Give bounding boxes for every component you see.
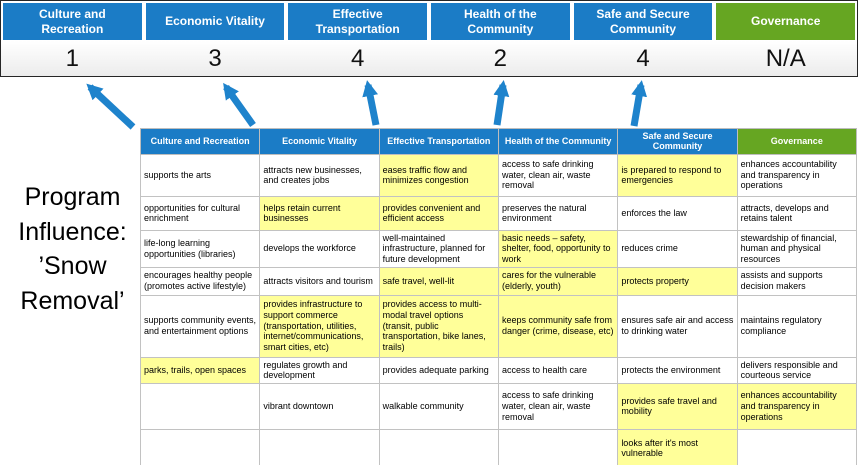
banner-column: Economic Vitality 3 — [143, 1, 287, 76]
highlighted-cell: enhances accountability and transparency… — [736, 382, 858, 430]
banner-header-label: Economic Vitality — [145, 3, 285, 40]
banner-score-value: 2 — [429, 41, 572, 76]
banner-score-value: 4 — [286, 41, 430, 76]
table-cell: delivers responsible and courteous servi… — [736, 356, 858, 384]
highlighted-cell: provides infrastructure to support comme… — [259, 294, 380, 358]
table-cell: ensures safe air and access to drinking … — [617, 294, 738, 358]
table-header-cell: Effective Transportation — [378, 128, 499, 155]
highlighted-cell: cares for the vulnerable (elderly, youth… — [497, 266, 619, 296]
table-row: vibrant downtown walkable community access… — [139, 382, 858, 430]
table-header-cell: Health of the Community — [497, 128, 619, 155]
table-cell: develops the workforce — [259, 229, 380, 268]
table-header-cell: Safe and Secure Community — [617, 128, 738, 155]
table-cell: reduces crime — [617, 229, 738, 268]
table-cell: provides adequate parking — [378, 356, 499, 384]
table-cell: assists and supports decision makers — [736, 266, 858, 296]
table-cell — [139, 428, 261, 465]
table-row: parks, trails, open spaces regulates grow… — [139, 356, 858, 384]
highlighted-cell: parks, trails, open spaces — [139, 356, 261, 384]
table-cell — [497, 428, 619, 465]
arrow-culture-and-recreation — [86, 83, 136, 130]
highlighted-cell: protects property — [617, 266, 738, 296]
table-row: looks after it's most vulnerable — [139, 428, 858, 465]
table-cell: encourages healthy people (promotes acti… — [139, 266, 261, 296]
banner-header-label: Governance — [716, 3, 856, 40]
title-line: Program — [24, 183, 121, 211]
table-row: encourages healthy people (promotes acti… — [139, 266, 858, 296]
banner-score-value: N/A — [714, 41, 858, 76]
banner-score-value: 4 — [571, 41, 715, 76]
table-cell — [139, 382, 261, 430]
banner-header-label: Culture and Recreation — [3, 3, 142, 40]
table-head: Culture and Recreation Economic Vitality E… — [139, 128, 858, 155]
table-cell: life-long learning opportunities (librar… — [139, 229, 261, 268]
highlighted-cell: looks after it's most vulnerable — [617, 428, 738, 465]
table-header-row: Culture and Recreation Economic Vitality E… — [139, 128, 858, 155]
highlighted-cell: provides access to multi-modal travel op… — [378, 294, 499, 358]
table-body: supports the arts attracts new businesses… — [139, 153, 858, 465]
highlighted-cell: provides safe travel and mobility — [617, 382, 738, 430]
banner-score-value: 3 — [143, 41, 287, 76]
table-cell — [736, 428, 858, 465]
table-row: supports community events, and entertain… — [139, 294, 858, 358]
table-cell: stewardship of financial, human and phys… — [736, 229, 858, 268]
title-line: Influence: — [18, 217, 127, 246]
table-cell: well-maintained infrastructure, planned … — [378, 229, 499, 268]
banner-column: Culture and Recreation 1 — [1, 1, 144, 76]
highlighted-cell: provides convenient and efficient access — [378, 195, 499, 231]
table-header-cell: Governance — [736, 128, 858, 155]
banner-column: Governance N/A — [714, 1, 858, 76]
table-row: life-long learning opportunities (librar… — [139, 229, 858, 268]
banner-column: Safe and Secure Community 4 — [571, 1, 715, 76]
highlighted-cell: helps retain current businesses — [259, 195, 380, 231]
table-cell: supports the arts — [139, 153, 261, 197]
table-cell — [259, 428, 380, 465]
table-cell: regulates growth and development — [259, 356, 380, 384]
table-cell: walkable community — [378, 382, 499, 430]
banner-score-value: 1 — [1, 41, 144, 76]
table-cell: enhances accountability and transparency… — [736, 153, 858, 197]
table-header-cell: Economic Vitality — [259, 128, 380, 155]
table-cell: access to safe drinking water, clean air… — [497, 382, 619, 430]
table-cell: attracts, develops and retains talent — [736, 195, 858, 231]
banner-header-label: Safe and Secure Community — [573, 3, 713, 40]
table-cell: attracts new businesses, and creates job… — [259, 153, 380, 197]
table-row: opportunities for cultural enrichment hel… — [139, 195, 858, 231]
table-cell: supports community events, and entertain… — [139, 294, 261, 358]
table-cell: access to health care — [497, 356, 619, 384]
highlighted-cell: basic needs – safety, shelter, food, opp… — [497, 229, 619, 268]
table-cell: preserves the natural environment — [497, 195, 619, 231]
highlighted-cell: eases traffic flow and minimizes congest… — [378, 153, 499, 197]
title-line: ’Snow — [38, 252, 107, 280]
arrow-effective-transportation — [362, 80, 380, 126]
banner-column: Health of the Community 2 — [429, 1, 572, 76]
table-cell: protects the environment — [617, 356, 738, 384]
table-cell: attracts visitors and tourism — [259, 266, 380, 296]
banner: Culture and Recreation 1 Economic Vitality… — [0, 0, 858, 77]
arrow-economic-vitality — [223, 82, 256, 128]
banner-header-label: Health of the Community — [431, 3, 570, 40]
highlighted-cell: is prepared to respond to emergencies — [617, 153, 738, 197]
banner-column: Effective Transportation 4 — [286, 1, 430, 76]
arrow-safe-and-secure-community — [630, 80, 648, 127]
table-cell — [378, 428, 499, 465]
highlighted-cell: keeps community safe from danger (crime,… — [497, 294, 619, 358]
table-cell: maintains regulatory compliance — [736, 294, 858, 358]
banner-header-label: Effective Transportation — [288, 3, 428, 40]
table-header-cell: Culture and Recreation — [139, 128, 261, 155]
program-influence-title: Program Influence: ’Snow Removal’ — [0, 180, 145, 318]
score-arrows — [86, 80, 648, 130]
highlighted-cell: safe travel, well-lit — [378, 266, 499, 296]
arrow-health-of-the-community — [493, 80, 510, 126]
table-row: supports the arts attracts new businesses… — [139, 153, 858, 197]
table-cell: access to safe drinking water, clean air… — [497, 153, 619, 197]
title-line: Removal’ — [20, 286, 125, 315]
table-cell: enforces the law — [617, 195, 738, 231]
table-cell: opportunities for cultural enrichment — [139, 195, 261, 231]
influence-table: Culture and Recreation Economic Vitality E… — [139, 128, 858, 465]
table-cell: vibrant downtown — [259, 382, 380, 430]
